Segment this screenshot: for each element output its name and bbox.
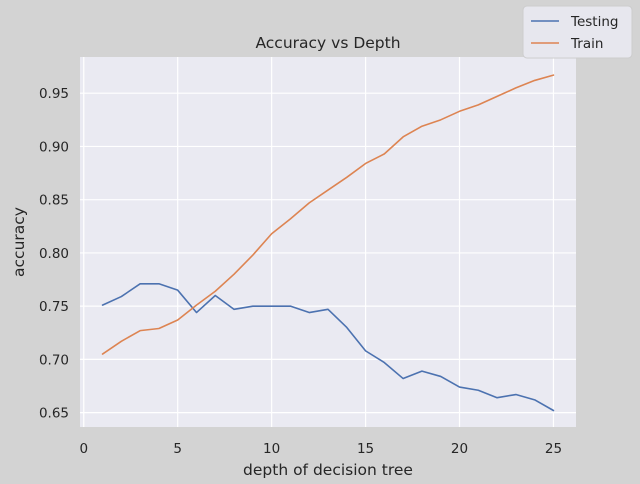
- legend-label: Train: [570, 36, 603, 52]
- y-tick-label: 0.65: [39, 406, 69, 422]
- series-line-train: [101, 74, 555, 355]
- y-axis-label: accuracy: [10, 207, 28, 277]
- x-tick-label: 10: [263, 441, 280, 457]
- legend-label: Testing: [570, 14, 618, 30]
- y-tick-label: 0.70: [39, 352, 69, 368]
- plot-area: [80, 57, 576, 427]
- y-tick-label: 0.85: [39, 193, 69, 209]
- x-tick-label: 0: [79, 441, 88, 457]
- y-axis: 0.65 0.70 0.75 0.80 0.85 0.90 0.95: [39, 86, 69, 421]
- y-tick-label: 0.90: [39, 139, 69, 155]
- x-tick-label: 25: [545, 441, 562, 457]
- grid: [80, 57, 576, 427]
- chart-title: Accuracy vs Depth: [255, 34, 400, 52]
- x-tick-label: 15: [357, 441, 374, 457]
- series-layer: [101, 74, 555, 412]
- series-line-testing: [101, 282, 555, 412]
- y-tick-label: 0.75: [39, 299, 69, 315]
- x-tick-label: 5: [173, 441, 182, 457]
- x-tick-label: 20: [451, 441, 468, 457]
- legend-box: [522, 5, 633, 59]
- x-axis-label: depth of decision tree: [243, 461, 413, 479]
- y-tick-label: 0.95: [39, 86, 69, 102]
- y-tick-label: 0.80: [39, 246, 69, 262]
- legend: Testing Train: [522, 5, 633, 59]
- x-axis: 0 5 10 15 20 25: [79, 441, 562, 457]
